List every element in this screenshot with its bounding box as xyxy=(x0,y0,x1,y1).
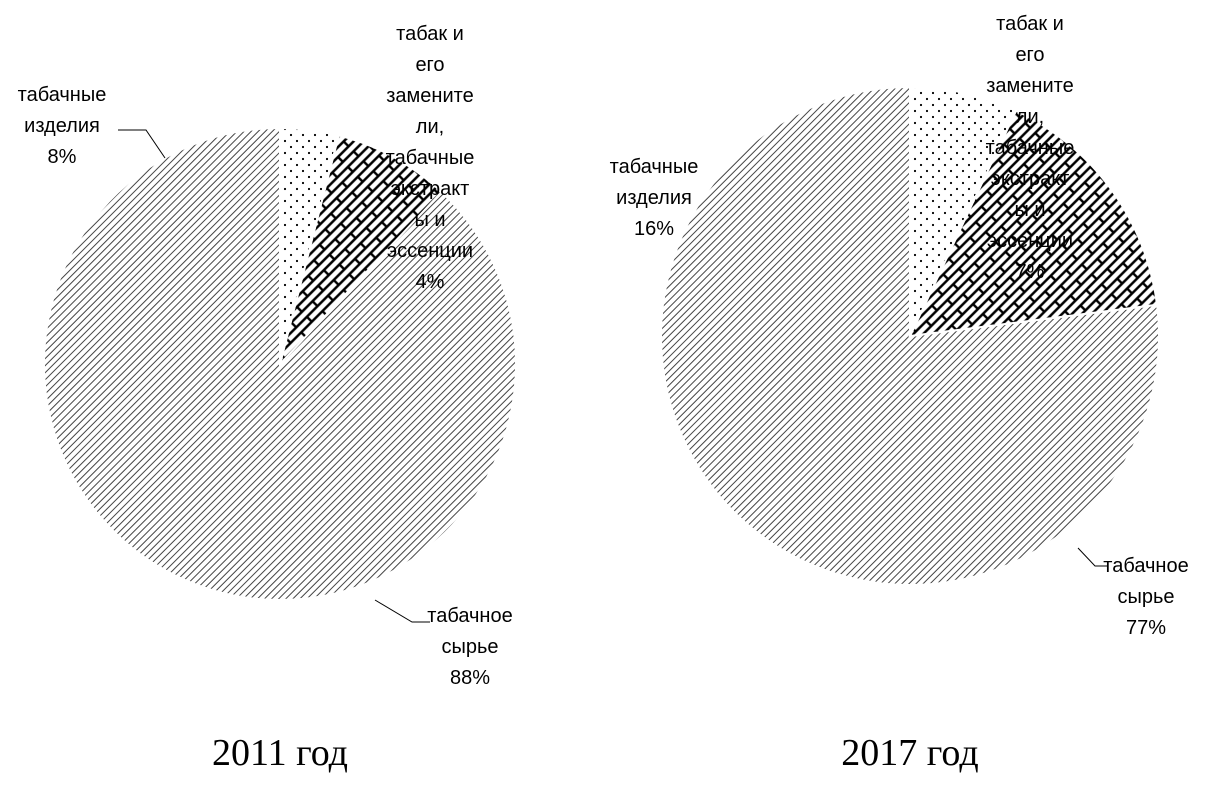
data-label-category: табачные xyxy=(18,84,107,106)
data-label-category: его xyxy=(415,54,444,76)
data-label-value: 7% xyxy=(1016,261,1045,283)
data-label-category: изделия xyxy=(616,187,692,209)
data-label-category: замените xyxy=(386,85,473,107)
pie-slice-2 xyxy=(908,109,1159,338)
leader-line-1 xyxy=(374,599,430,623)
data-label-category: сырье xyxy=(1117,586,1174,608)
chart-title: 2017 год xyxy=(841,732,978,774)
data-label-category: табак и xyxy=(996,13,1064,35)
data-label-category: табачные xyxy=(986,137,1075,159)
data-label-category: сырье xyxy=(441,636,498,658)
pie-slice-2 xyxy=(279,134,443,365)
data-label-value: 16% xyxy=(634,218,674,240)
data-label-category: ы и xyxy=(414,209,445,231)
data-label-category: табачные xyxy=(386,147,475,169)
data-label-category: экстракт xyxy=(991,168,1070,190)
data-label-category: эссенции xyxy=(987,230,1073,252)
data-label-category: его xyxy=(1015,44,1044,66)
data-label-category: замените xyxy=(986,75,1073,97)
pie-chart-2011: табачное сырье 88% табачные изделия 8% табак и… xyxy=(18,23,517,774)
data-label-category: экстракт xyxy=(391,178,470,200)
data-label-category: табачные xyxy=(610,156,699,178)
pie-slice-3 xyxy=(909,85,1018,337)
leader-line-1 xyxy=(1077,547,1108,567)
data-label-value: 77% xyxy=(1126,617,1166,639)
data-label-category: эссенции xyxy=(387,240,473,262)
chart-title: 2011 год xyxy=(212,732,348,774)
data-label-value: 8% xyxy=(48,146,77,168)
data-label-value: 88% xyxy=(450,667,490,689)
data-label-category: ы и xyxy=(1014,199,1045,221)
data-label-category: табачное xyxy=(427,605,512,627)
pie-chart-2017: табачное сырье 77% табачные изделия 16% табак … xyxy=(610,13,1189,774)
pie-slice-3 xyxy=(279,126,340,365)
data-label-category: табак и xyxy=(396,23,464,45)
data-label-category: ли, xyxy=(416,116,444,138)
leader-line-2 xyxy=(118,129,166,159)
data-label-category: табачное xyxy=(1103,555,1188,577)
data-label-category: ли, xyxy=(1016,106,1044,128)
data-label-value: 4% xyxy=(416,271,445,293)
data-label-category: изделия xyxy=(24,115,100,137)
